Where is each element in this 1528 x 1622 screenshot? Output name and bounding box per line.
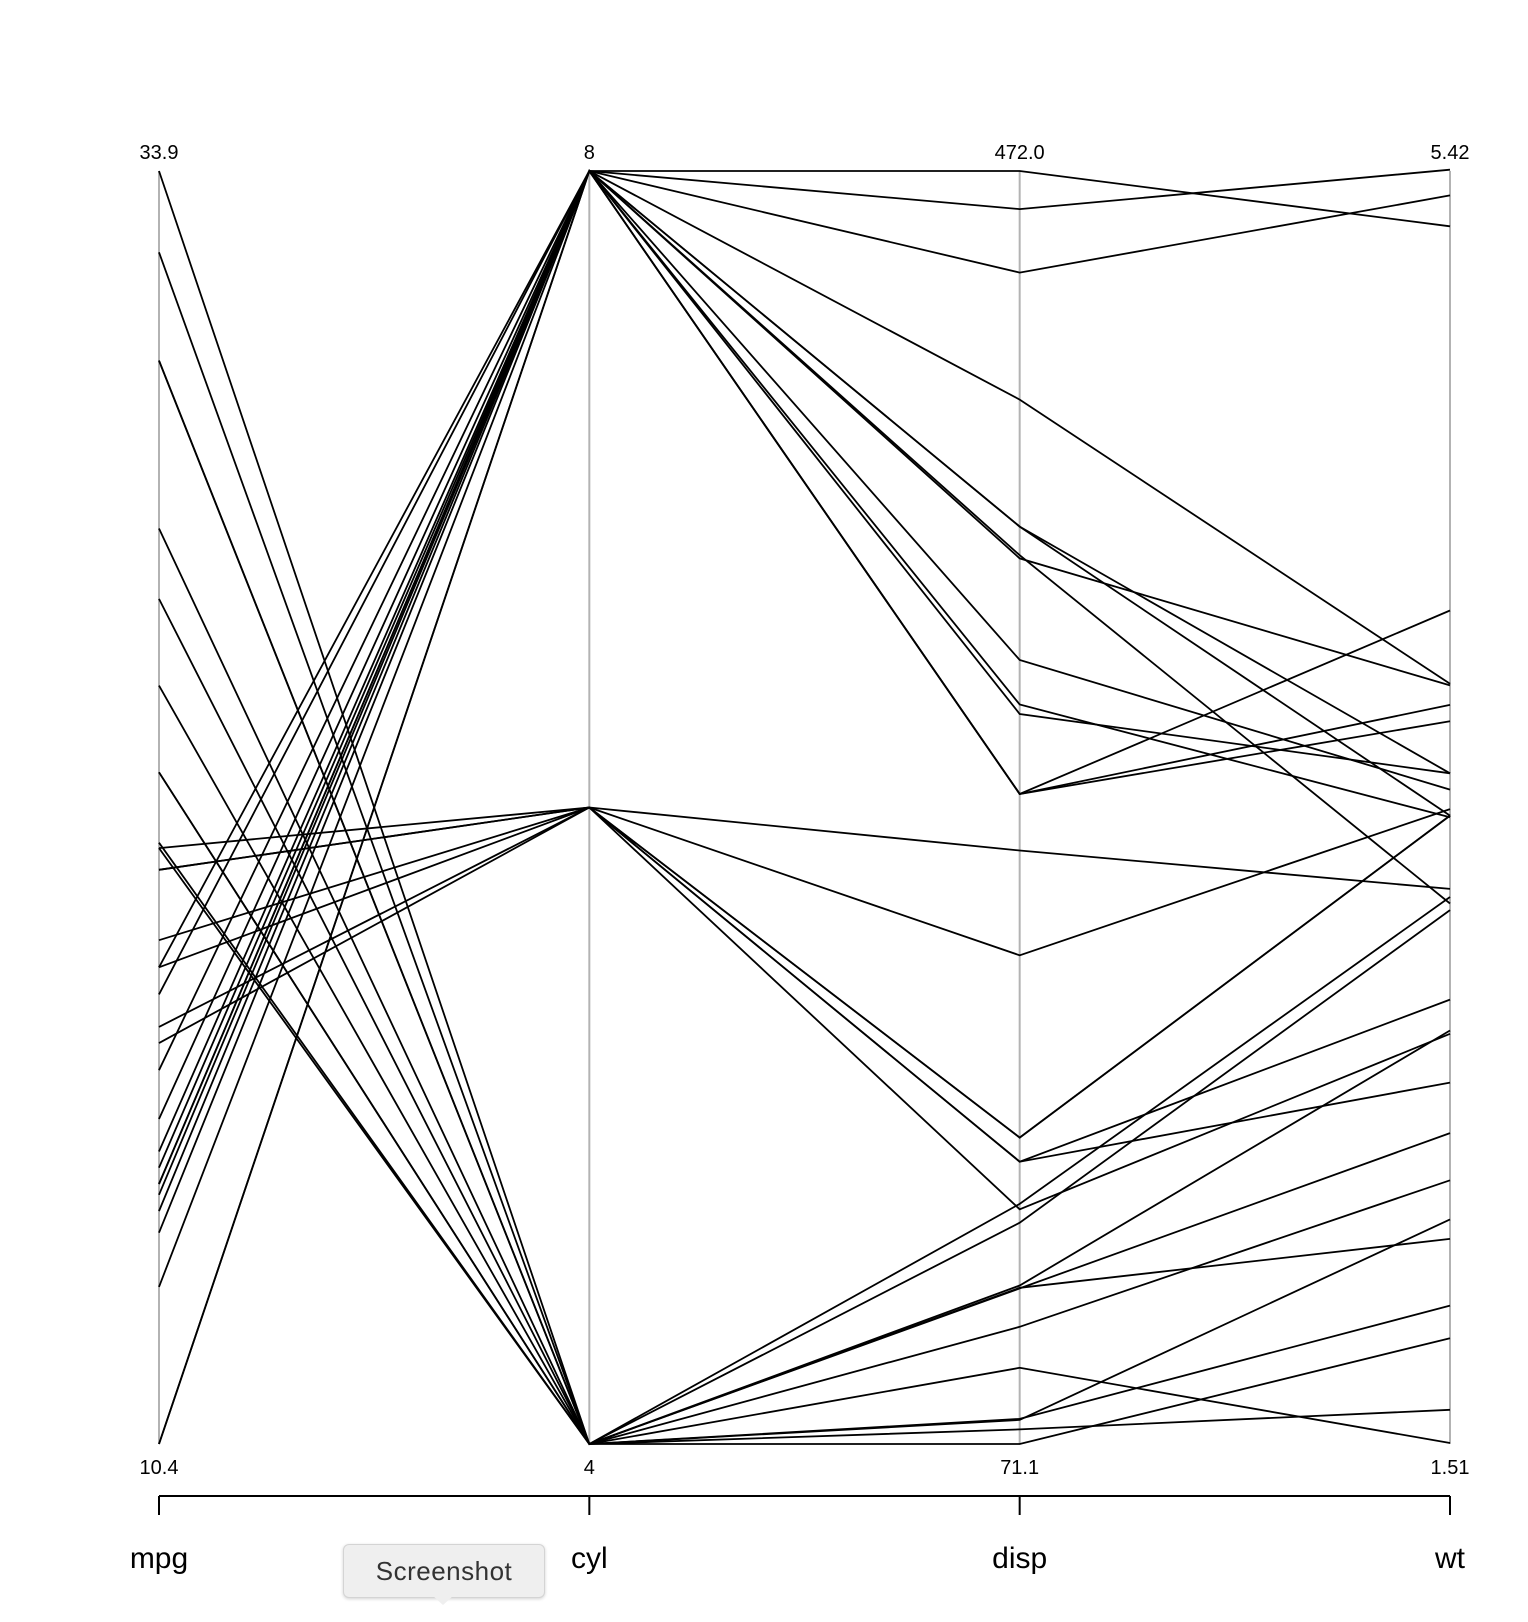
record-line xyxy=(158,806,1451,1139)
record-line xyxy=(158,169,1451,1234)
axis-min-label-mpg: 10.4 xyxy=(140,1457,179,1479)
axis-name-cyl: cyl xyxy=(571,1542,608,1575)
record-line xyxy=(158,169,1451,1169)
record-line xyxy=(158,685,1451,1446)
record-line xyxy=(158,771,1451,1446)
record-line xyxy=(158,170,1451,1445)
record-line xyxy=(158,169,1451,1196)
axis-max-label-cyl: 8 xyxy=(584,142,595,164)
record-line xyxy=(158,528,1451,1445)
axis-max-label-mpg: 33.9 xyxy=(140,142,179,164)
record-line xyxy=(158,169,1451,1288)
axis-max-label-disp: 472.0 xyxy=(995,142,1045,164)
record-line xyxy=(158,806,1451,890)
screenshot-tooltip: Screenshot xyxy=(343,1544,545,1598)
axis-max-label-wt: 5.42 xyxy=(1431,142,1470,164)
record-line xyxy=(158,169,1451,1212)
record-lines xyxy=(158,168,1451,1446)
record-line xyxy=(158,169,1451,1185)
tick-labels: 33.9 10.4 8 4 472.0 71.1 5.42 1.51 xyxy=(140,142,1470,1479)
record-line xyxy=(158,806,1451,1211)
record-line xyxy=(158,169,1451,1071)
record-line xyxy=(158,806,1451,1163)
axis-name-mpg: mpg xyxy=(130,1542,188,1575)
record-line xyxy=(158,360,1451,1445)
axis-min-label-wt: 1.51 xyxy=(1431,1457,1470,1479)
axis-name-wt: wt xyxy=(1434,1542,1466,1575)
axis-name-disp: disp xyxy=(992,1542,1047,1575)
record-line xyxy=(158,169,1451,1120)
record-line xyxy=(158,847,1451,1446)
record-line xyxy=(158,806,1451,1028)
record-line xyxy=(158,168,1451,1445)
tooltip-arrow xyxy=(432,1595,454,1605)
record-line xyxy=(158,169,1451,968)
bottom-axis: mpg cyl disp wt xyxy=(130,1495,1466,1575)
axis-min-label-disp: 71.1 xyxy=(1000,1457,1039,1479)
record-line xyxy=(158,842,1451,1446)
record-line xyxy=(158,598,1451,1446)
record-line xyxy=(158,360,1451,1446)
axis-min-label-cyl: 4 xyxy=(584,1457,595,1479)
record-line xyxy=(158,169,1451,1185)
record-line xyxy=(158,169,1451,1152)
